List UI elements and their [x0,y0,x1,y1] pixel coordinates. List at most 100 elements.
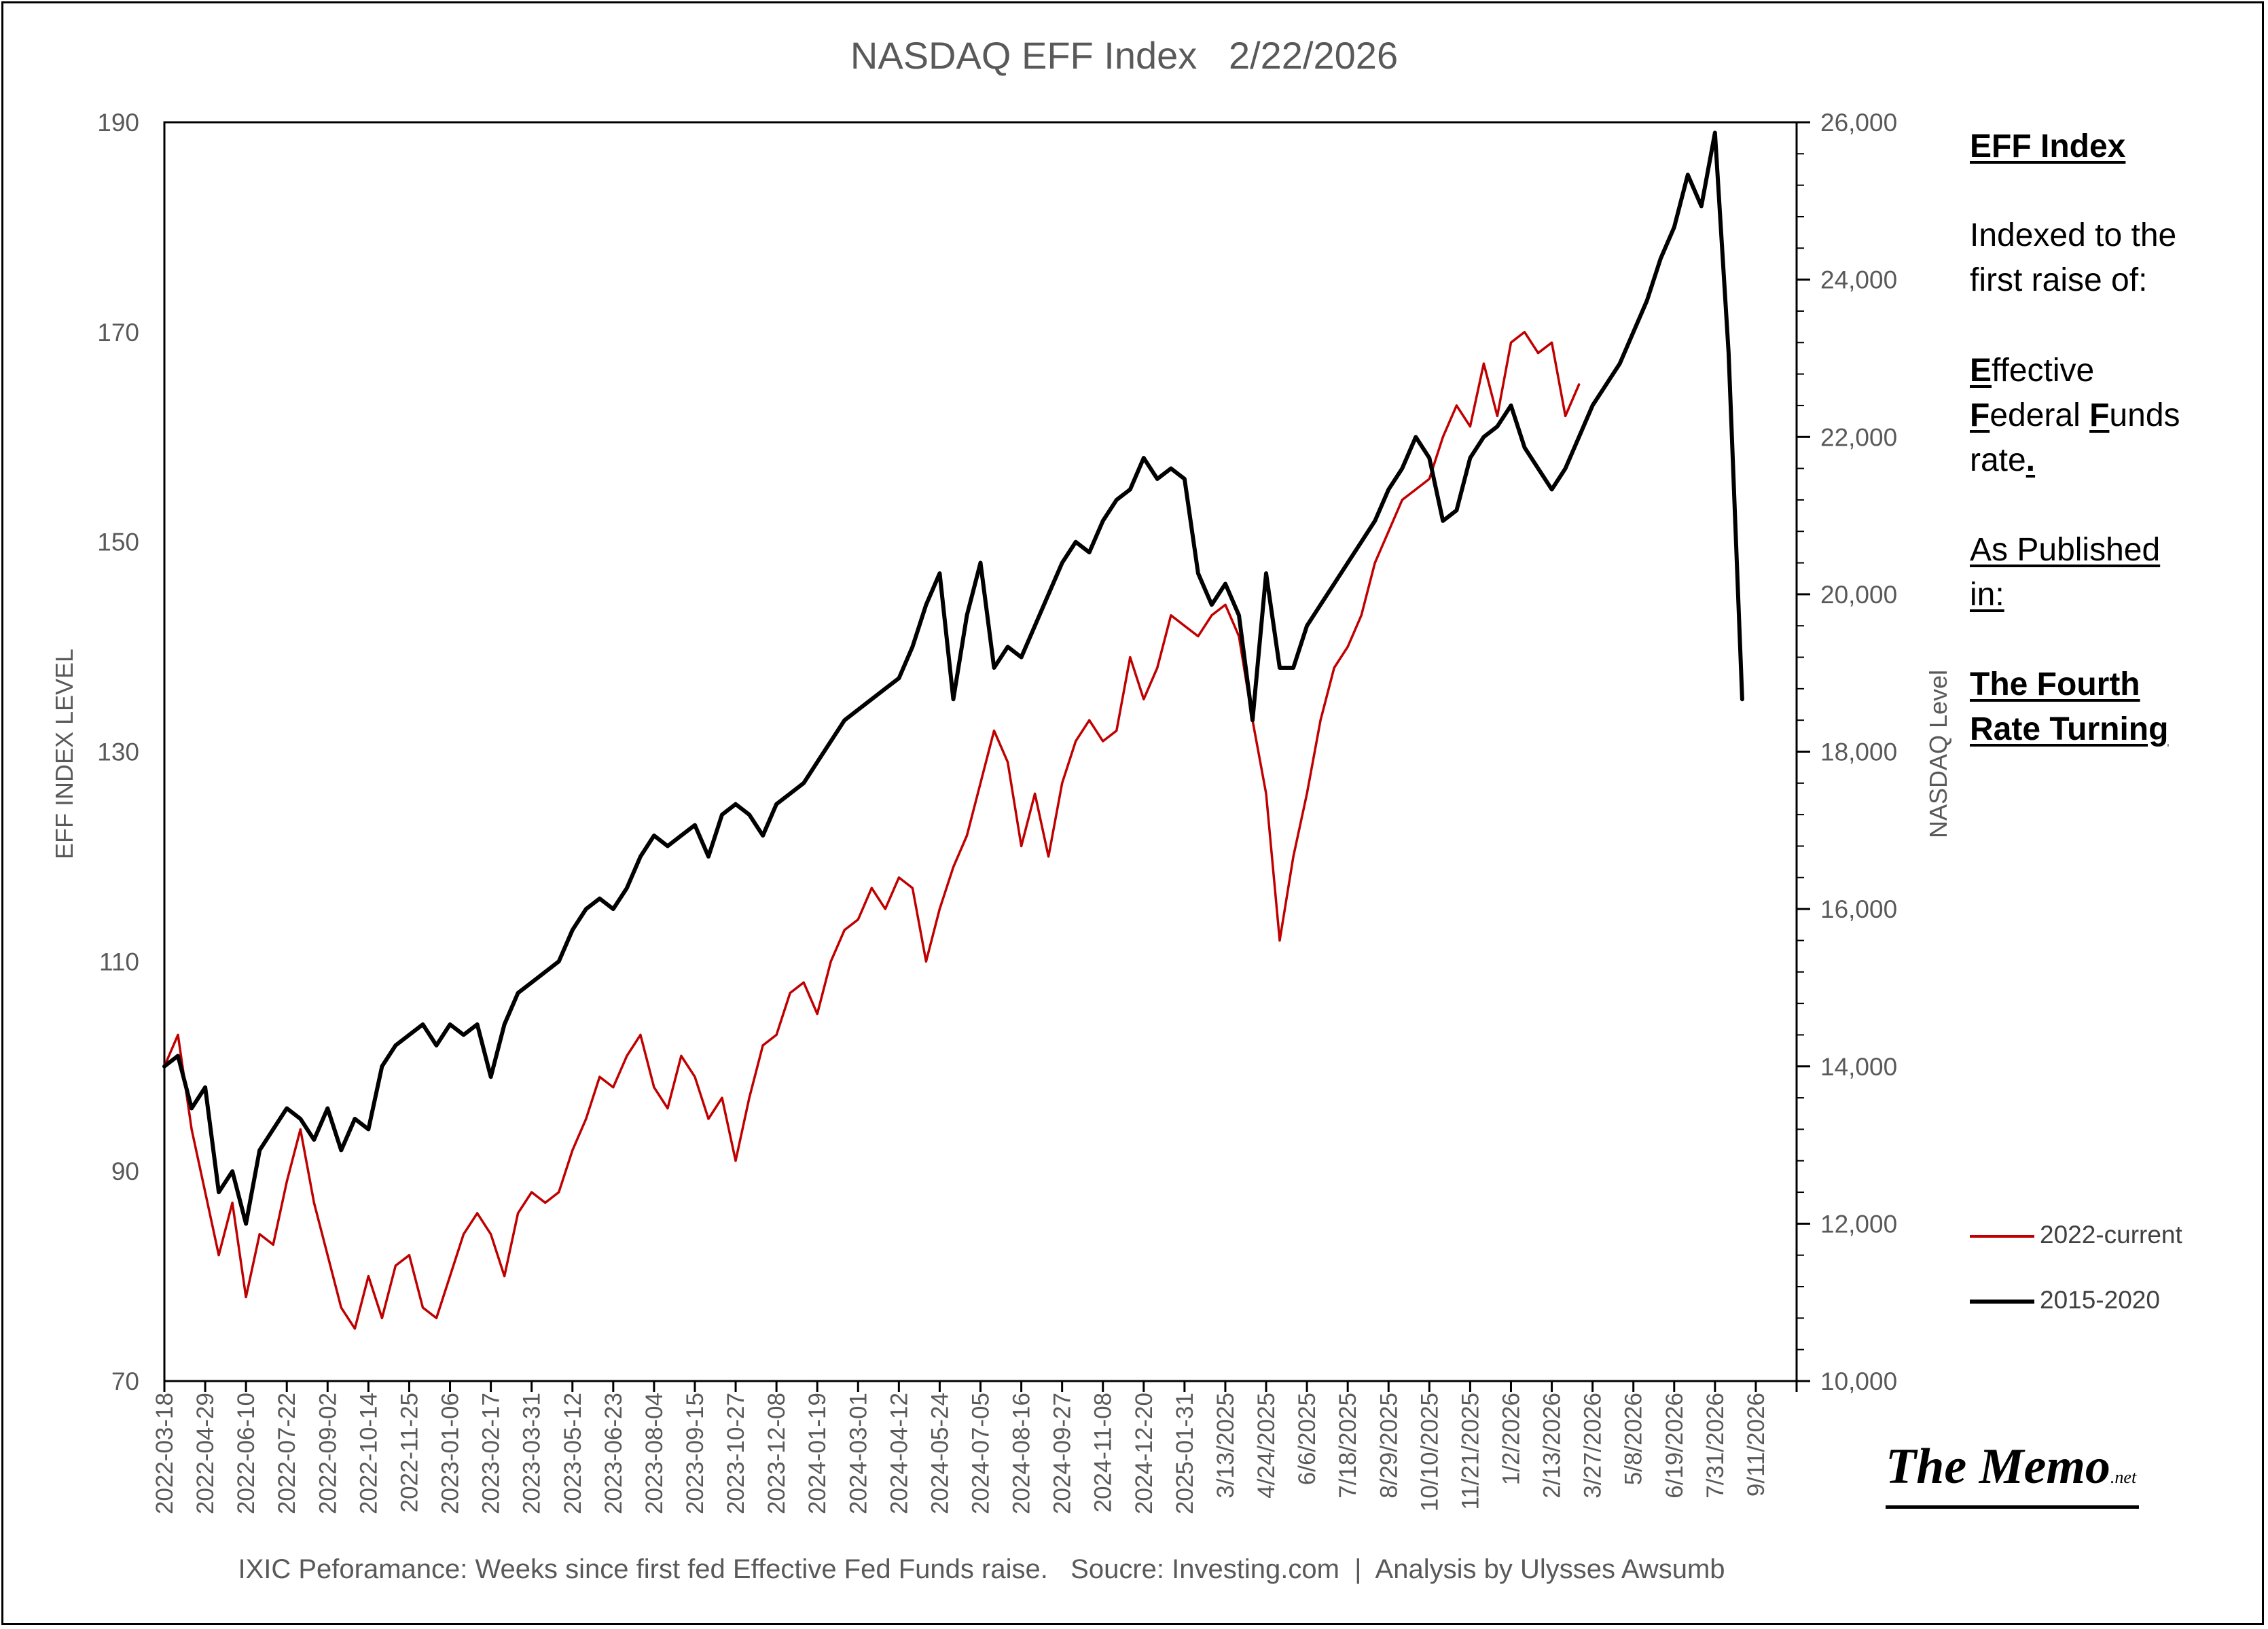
x-tick-label: 2022-09-02 [314,1393,341,1514]
data-point-2015 [924,603,928,607]
x-tick-label: 8/29/2025 [1375,1393,1402,1499]
data-point-2015 [748,813,751,817]
data-point-2015 [1033,624,1037,628]
data-point-2015 [802,781,806,785]
data-point-2022 [761,1043,765,1047]
data-point-2015 [816,760,819,764]
data-point-2022 [1401,498,1404,501]
data-point-2022 [326,1253,329,1257]
data-point-2022 [1360,613,1363,617]
x-tick-label: 2022-06-10 [233,1393,259,1514]
data-point-2022 [721,1096,724,1100]
data-point-2022 [462,1232,465,1236]
data-point-2015 [1618,362,1621,365]
data-point-2022 [789,991,792,995]
x-tick-label: 11/21/2025 [1457,1393,1483,1510]
x-tick-label: 2022-11-25 [396,1393,422,1512]
data-point-2015 [1251,719,1255,722]
data-point-2022 [1183,624,1186,628]
data-point-2022 [1155,666,1159,670]
x-tick-label: 7/18/2025 [1335,1393,1361,1499]
data-point-2015 [652,834,655,838]
y2-tick-label: 16,000 [1820,895,1897,923]
data-point-2015 [1699,204,1703,208]
data-point-2022 [707,1117,710,1121]
data-point-2022 [829,960,833,963]
brand-logo: The Memo.net [1886,1439,2140,1509]
y2-tick-label: 12,000 [1820,1210,1897,1238]
y2-tick-label: 26,000 [1820,109,1897,137]
data-point-2015 [204,1086,207,1089]
x-tick-label: 2025-01-31 [1172,1393,1198,1514]
data-point-2022 [870,887,874,890]
word-effective-rest: ffective [1992,353,2095,389]
x-tick-label: 4/24/2025 [1253,1393,1280,1499]
data-point-2015 [1509,404,1513,407]
data-point-2022 [571,1149,574,1152]
data-point-2015 [1387,488,1390,491]
data-point-2022 [1142,698,1145,701]
x-tick-label: 10/10/2025 [1416,1393,1443,1511]
data-point-2015 [584,908,588,911]
data-point-2015 [1482,435,1486,439]
footnote: IXIC Peforamance: Weeks since first fed … [238,1554,1725,1584]
data-point-2015 [312,1138,316,1141]
data-point-2022 [1265,792,1268,795]
data-point-2015 [1550,488,1553,491]
x-tick-label: 2022-10-14 [355,1393,382,1514]
word-rate: rate [1970,442,2026,478]
legend-item-2022: 2022-current [1970,1221,2182,1249]
data-point-2022 [1319,719,1322,722]
data-point-2015 [1401,467,1404,470]
data-point-2015 [1727,351,1730,355]
x-tick-label: 2023-06-23 [600,1393,627,1514]
data-point-2015 [1128,488,1132,491]
data-point-2015 [177,1054,180,1058]
data-point-2015 [829,740,833,743]
y-tick-label: 130 [97,738,139,766]
data-point-2022 [408,1253,411,1257]
data-point-2015 [340,1149,343,1152]
data-point-2022 [1115,729,1118,732]
x-tick-label: 7/31/2026 [1702,1393,1729,1499]
x-tick-label: 2022-03-18 [151,1393,178,1514]
data-point-2015 [694,823,697,827]
y2-tick-label: 14,000 [1820,1053,1897,1081]
data-point-2022 [1536,351,1540,355]
plot-area [163,121,1798,1382]
data-point-2015 [938,572,941,575]
x-axis: 2022-03-18 2022-04-29 2022-06-10 2022-07-22… [151,1381,1798,1514]
data-point-2022 [1060,781,1064,785]
data-point-2022 [1428,478,1431,481]
data-point-2015 [1047,592,1050,596]
sidebar-heading: EFF Index [1970,128,2126,164]
data-point-2015 [1360,540,1363,543]
data-point-2015 [638,855,642,858]
data-point-2022 [231,1201,234,1204]
data-point-2022 [1469,425,1472,428]
data-point-2015 [1659,257,1662,260]
sidebar-book-1: The Fourth [1970,666,2140,702]
data-point-2015 [1306,624,1309,628]
data-point-2022 [734,1159,738,1162]
sidebar-book-2: Rate Turning [1970,711,2169,747]
data-point-2022 [965,834,969,838]
data-point-2015 [1101,519,1104,522]
x-tick-label: 2024-04-12 [886,1393,912,1514]
data-point-2015 [1672,226,1676,229]
data-point-2022 [1577,383,1581,387]
data-point-2015 [707,855,710,858]
x-tick-label: 2023-09-15 [682,1393,708,1514]
data-point-2022 [1033,792,1037,795]
x-tick-label: 2024-07-05 [968,1393,994,1514]
data-point-2015 [217,1191,221,1194]
data-point-2015 [1591,404,1594,407]
data-point-2022 [1128,656,1132,659]
data-point-2015 [625,887,628,890]
data-point-2015 [611,908,615,911]
y2-tick-label: 18,000 [1820,738,1897,766]
chart-title: NASDAQ EFF Index 2/22/2026 [850,34,1398,77]
x-tick-label: 6/6/2025 [1294,1393,1320,1485]
data-point-2015 [231,1170,234,1173]
